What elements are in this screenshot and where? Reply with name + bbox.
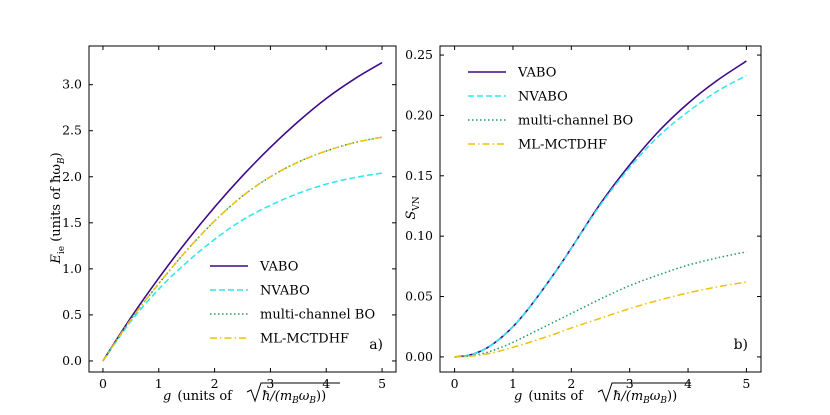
panel-a-legend-entry: NVABO bbox=[210, 284, 310, 299]
panel-b-legend-entry: ML-MCTDHF bbox=[468, 138, 607, 153]
panel-a-xtick-label: 2 bbox=[211, 376, 219, 391]
panel-a-xtick-label: 0 bbox=[99, 376, 107, 391]
panel-a-frame bbox=[88, 45, 397, 373]
panel-a-xtick-label: 5 bbox=[378, 376, 386, 391]
panel-a-ylabel-close: ) bbox=[49, 152, 64, 157]
panel-b-xlabel: g (units of ħ/(mBωB)) bbox=[514, 382, 691, 406]
panel-b-ytick-label: 0.20 bbox=[405, 107, 433, 122]
panel-a-ytick-label: 1.5 bbox=[62, 215, 82, 230]
panel-b-ytick-label: 0.10 bbox=[405, 228, 433, 243]
panel-a-sqrt-sign bbox=[246, 382, 340, 403]
panel-a-ytick-label: 3.0 bbox=[62, 77, 82, 92]
panel-b-legend-label: VABO bbox=[517, 66, 556, 81]
panel-a-legend: VABO NVABO multi-channel BO ML-MCTDHF bbox=[210, 260, 375, 347]
panel-a-series-ml-mctdhf bbox=[102, 136, 383, 362]
panel-b-legend-entry: VABO bbox=[468, 66, 556, 81]
panel-b-xlabel-expr: ħ/(m bbox=[613, 389, 643, 404]
panel-b-ytick-label: 0.05 bbox=[405, 289, 433, 304]
panel-a-xlabel-sub-b2: B bbox=[308, 396, 316, 406]
panel-b-ytick-label: 0.00 bbox=[405, 349, 433, 364]
svg-text:ħ/(mBωB)): ħ/(mBωB)) bbox=[613, 389, 677, 406]
panel-b-xlabel-omega: ω bbox=[650, 389, 661, 404]
panel-b-tag: b) bbox=[734, 337, 748, 353]
panel-a-ytick-label: 2.5 bbox=[62, 123, 82, 138]
panel-a-ticks: 0 1 2 3 4 50.00.51.01.52.02.53.0 bbox=[62, 46, 396, 391]
panel-a-ylabel-sub: ie bbox=[57, 246, 67, 254]
panel-b-xtick-label: 2 bbox=[567, 376, 575, 391]
panel-a-legend-entry: ML-MCTDHF bbox=[210, 332, 349, 347]
panel-a-xlabel-expr: ħ/(m bbox=[262, 389, 292, 404]
panel-a-ytick-label: 2.0 bbox=[62, 169, 82, 184]
panel-b-legend: VABO NVABO multi-channel BO ML-MCTDHF bbox=[468, 66, 633, 153]
panel-b-xlabel-close: )) bbox=[667, 389, 677, 404]
panel-b-legend-label: ML-MCTDHF bbox=[518, 138, 607, 153]
panel-a-xlabel-g: g bbox=[163, 389, 171, 404]
panel-b-sqrt-sign bbox=[597, 382, 691, 403]
panel-b-legend-entry: NVABO bbox=[468, 90, 568, 105]
panel-b-xtick-label: 0 bbox=[451, 376, 459, 391]
panel-a-ytick-label: 1.0 bbox=[62, 261, 82, 276]
panel-b-legend-label: multi-channel BO bbox=[518, 114, 633, 129]
panel-a-ytick-label: 0.5 bbox=[62, 307, 82, 322]
panel-b-ylabel-sub: VN bbox=[412, 196, 422, 211]
panel-b-ylabel: SVN bbox=[404, 196, 422, 219]
panel-a-xlabel: g (units of ħ/(mBωB)) bbox=[163, 382, 340, 406]
panel-a-ylabel-units: (units of ħω bbox=[49, 164, 64, 242]
svg-text:ħ/(mBωB)): ħ/(mBωB)) bbox=[262, 389, 326, 406]
panel-b-xlabel-g: g bbox=[514, 389, 522, 404]
panel-a-xtick-label: 1 bbox=[155, 376, 163, 391]
panel-b-xlabel-units: (units of bbox=[528, 389, 584, 404]
panel-a-series-multi-channel-bo bbox=[102, 136, 383, 362]
panel-a-series bbox=[102, 61, 383, 362]
panel-b-series-vabo bbox=[454, 60, 747, 358]
panel-a-ytick-label: 0.0 bbox=[62, 353, 82, 368]
panel-a-xlabel-sub-b1: B bbox=[291, 396, 299, 406]
panel-a-legend-label: ML-MCTDHF bbox=[260, 332, 349, 347]
panel-a-tag: a) bbox=[369, 337, 383, 353]
panel-a: 0 1 2 3 4 50.00.51.01.52.02.53.0 VABONVABOmul… bbox=[49, 45, 397, 406]
panel-b: 0 1 2 3 4 50.000.050.100.150.200.25 VABONVABO… bbox=[404, 45, 762, 406]
panel-a-xlabel-omega: ω bbox=[299, 389, 310, 404]
panel-a-legend-entry: multi-channel BO bbox=[210, 308, 375, 323]
panel-a-series-vabo bbox=[102, 61, 383, 362]
panel-b-ylabel-main: S bbox=[404, 211, 419, 220]
panel-a-xlabel-close: )) bbox=[316, 389, 326, 404]
panel-a-ylabel: Eie (units of ħωB) bbox=[49, 152, 67, 264]
panel-b-xlabel-sub-b1: B bbox=[642, 396, 650, 406]
panel-a-legend-label: NVABO bbox=[260, 284, 310, 299]
svg-text:g(units of: g (units of bbox=[514, 389, 584, 404]
panel-b-frame bbox=[439, 45, 762, 373]
panel-b-xtick-label: 1 bbox=[509, 376, 517, 391]
panel-a-legend-label: multi-channel BO bbox=[260, 308, 375, 323]
panel-b-series-ml-mctdhf bbox=[454, 281, 747, 358]
panel-a-series-nvabo bbox=[102, 172, 383, 362]
panel-a-legend-entry: VABO bbox=[210, 260, 298, 275]
panel-b-ytick-label: 0.25 bbox=[405, 47, 433, 62]
panel-b-legend-label: NVABO bbox=[518, 90, 568, 105]
panel-a-xlabel-units: (units of bbox=[177, 389, 233, 404]
panel-b-ytick-label: 0.15 bbox=[405, 168, 433, 183]
panel-b-series-multi-channel-bo bbox=[454, 251, 747, 358]
panel-a-ylabel-units-sub: B bbox=[57, 157, 67, 165]
panel-b-xlabel-sub-b2: B bbox=[659, 396, 667, 406]
panel-a-ylabel-main: E bbox=[49, 254, 64, 265]
panel-b-series bbox=[454, 60, 747, 358]
panel-b-xtick-label: 5 bbox=[742, 376, 750, 391]
svg-text:g(units of: g (units of bbox=[163, 389, 233, 404]
panel-b-series-nvabo bbox=[454, 74, 747, 358]
panel-b-legend-entry: multi-channel BO bbox=[468, 114, 633, 129]
panel-a-legend-label: VABO bbox=[259, 260, 298, 275]
